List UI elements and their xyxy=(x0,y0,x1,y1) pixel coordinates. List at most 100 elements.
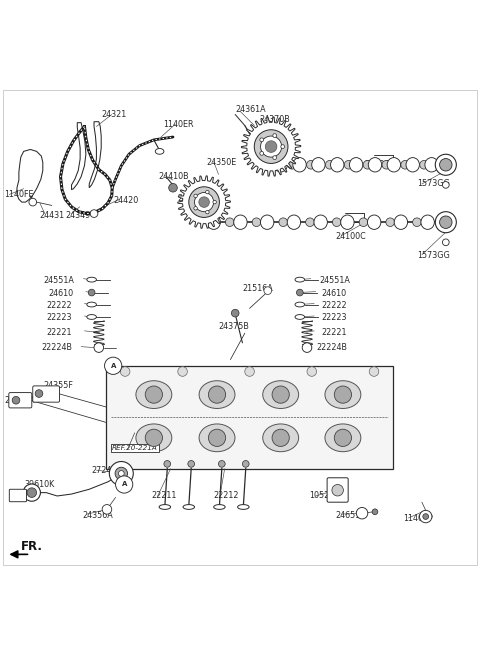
Circle shape xyxy=(218,460,225,467)
Text: 24651C: 24651C xyxy=(336,511,367,519)
Circle shape xyxy=(199,197,209,208)
Circle shape xyxy=(116,476,133,493)
Text: 27242: 27242 xyxy=(92,466,117,475)
Circle shape xyxy=(369,367,379,377)
Circle shape xyxy=(120,367,130,377)
Text: 24361B: 24361B xyxy=(178,194,208,203)
Circle shape xyxy=(265,141,277,153)
Circle shape xyxy=(273,156,276,160)
Ellipse shape xyxy=(156,149,164,154)
Circle shape xyxy=(109,462,133,485)
Text: FR.: FR. xyxy=(21,540,43,553)
Text: 10522: 10522 xyxy=(310,491,335,500)
Polygon shape xyxy=(89,122,101,188)
Ellipse shape xyxy=(314,215,327,229)
Circle shape xyxy=(260,138,264,141)
Circle shape xyxy=(307,367,317,377)
Ellipse shape xyxy=(325,424,361,452)
Circle shape xyxy=(168,183,177,192)
Text: 1573GG: 1573GG xyxy=(417,252,450,260)
Ellipse shape xyxy=(368,215,381,229)
Text: REF.20-221A: REF.20-221A xyxy=(112,445,157,451)
Ellipse shape xyxy=(199,424,235,452)
Circle shape xyxy=(443,181,449,188)
Text: 21516A: 21516A xyxy=(242,284,273,293)
Text: 24420: 24420 xyxy=(113,196,138,205)
Ellipse shape xyxy=(159,504,170,510)
Circle shape xyxy=(178,367,187,377)
Ellipse shape xyxy=(406,158,420,172)
Ellipse shape xyxy=(136,381,172,409)
Ellipse shape xyxy=(261,215,274,229)
Circle shape xyxy=(254,130,288,164)
Circle shape xyxy=(386,218,395,227)
Ellipse shape xyxy=(295,302,305,307)
Ellipse shape xyxy=(368,158,382,172)
Ellipse shape xyxy=(87,314,96,320)
Text: 24551A: 24551A xyxy=(319,276,350,285)
Circle shape xyxy=(334,386,351,403)
Text: 24370B: 24370B xyxy=(259,115,290,124)
Ellipse shape xyxy=(349,158,363,172)
Text: 22222: 22222 xyxy=(46,301,72,310)
Text: 22224B: 22224B xyxy=(317,343,348,352)
Circle shape xyxy=(194,206,197,210)
Circle shape xyxy=(35,390,43,398)
Circle shape xyxy=(325,160,334,169)
Text: 22211: 22211 xyxy=(152,491,177,500)
Circle shape xyxy=(382,160,391,169)
Text: 22221: 22221 xyxy=(46,328,72,337)
Ellipse shape xyxy=(421,215,434,229)
Circle shape xyxy=(29,198,36,206)
Circle shape xyxy=(189,187,219,217)
Text: 24355F: 24355F xyxy=(44,381,73,390)
Text: 24610: 24610 xyxy=(48,289,74,297)
Text: 24431: 24431 xyxy=(39,210,64,219)
Circle shape xyxy=(213,200,216,204)
Text: A: A xyxy=(110,363,116,369)
Circle shape xyxy=(435,154,456,176)
Ellipse shape xyxy=(287,215,300,229)
Polygon shape xyxy=(178,176,230,229)
Circle shape xyxy=(423,514,429,519)
Circle shape xyxy=(12,396,20,404)
Circle shape xyxy=(363,160,372,169)
Circle shape xyxy=(208,386,226,403)
Text: 24200A: 24200A xyxy=(364,160,395,169)
Circle shape xyxy=(226,218,234,227)
Text: 22223: 22223 xyxy=(46,313,72,322)
Ellipse shape xyxy=(425,158,438,172)
FancyBboxPatch shape xyxy=(9,392,32,408)
Circle shape xyxy=(440,159,452,171)
Circle shape xyxy=(260,151,264,155)
Circle shape xyxy=(307,160,315,169)
Ellipse shape xyxy=(331,158,344,172)
Circle shape xyxy=(145,429,162,447)
Ellipse shape xyxy=(295,314,305,320)
Text: 1573GG: 1573GG xyxy=(417,179,450,189)
Text: 24375B: 24375B xyxy=(218,322,249,331)
Ellipse shape xyxy=(87,277,96,282)
Circle shape xyxy=(205,191,209,194)
Circle shape xyxy=(94,343,104,352)
Text: 24356A: 24356A xyxy=(82,511,113,519)
Text: 22222: 22222 xyxy=(322,301,347,310)
Text: 1140FE: 1140FE xyxy=(4,190,34,199)
Ellipse shape xyxy=(136,424,172,452)
FancyBboxPatch shape xyxy=(327,477,348,502)
Polygon shape xyxy=(17,149,43,202)
Text: 24410B: 24410B xyxy=(158,172,189,181)
Text: 24610: 24610 xyxy=(322,289,347,297)
Circle shape xyxy=(443,239,449,246)
Text: 1140ER: 1140ER xyxy=(163,120,194,128)
Circle shape xyxy=(372,509,378,515)
Polygon shape xyxy=(72,122,86,190)
Ellipse shape xyxy=(263,381,299,409)
Text: 22221: 22221 xyxy=(322,328,347,337)
Circle shape xyxy=(359,218,368,227)
Circle shape xyxy=(334,429,351,447)
Circle shape xyxy=(90,210,98,217)
Ellipse shape xyxy=(295,277,305,282)
Text: 22212: 22212 xyxy=(214,491,239,500)
Ellipse shape xyxy=(183,504,194,510)
